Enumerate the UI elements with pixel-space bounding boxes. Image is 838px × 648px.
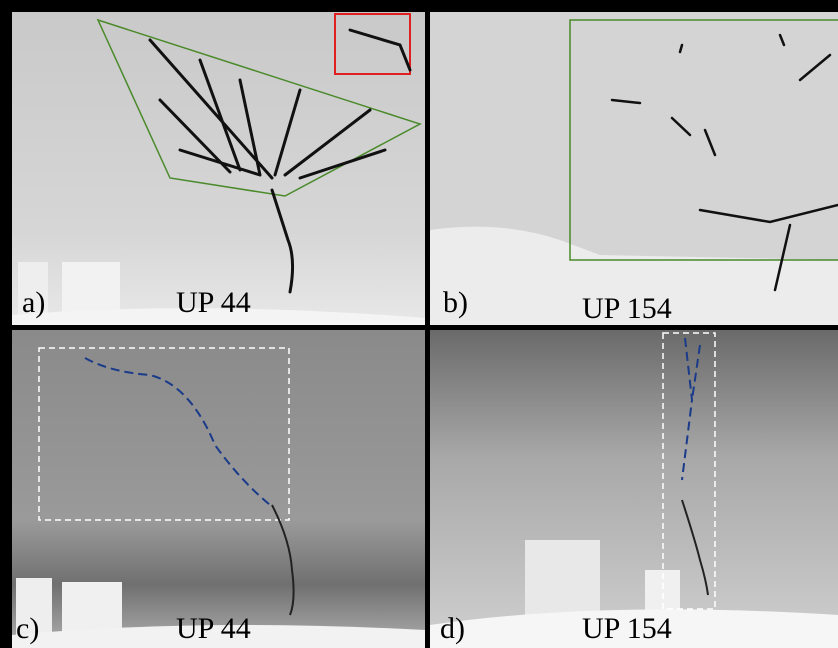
panel-caption: UP 154 (582, 292, 672, 325)
panel-label: c) (16, 612, 39, 645)
panel-label: d) (440, 612, 465, 645)
figure: a) UP 44 b) UP 154 c) UP 44 d) UP 154 (0, 0, 838, 648)
panel-a: a) UP 44 (12, 12, 425, 325)
panel-d: d) UP 154 (430, 330, 838, 648)
panel-caption: UP 44 (176, 286, 251, 319)
panel-label: b) (443, 286, 468, 319)
panel-caption: UP 154 (582, 612, 672, 645)
panel-c: c) UP 44 (12, 330, 425, 648)
panel-b: b) UP 154 (430, 12, 838, 325)
photo (430, 330, 838, 648)
panel-caption: UP 44 (176, 612, 251, 645)
panel-label: a) (22, 286, 45, 319)
